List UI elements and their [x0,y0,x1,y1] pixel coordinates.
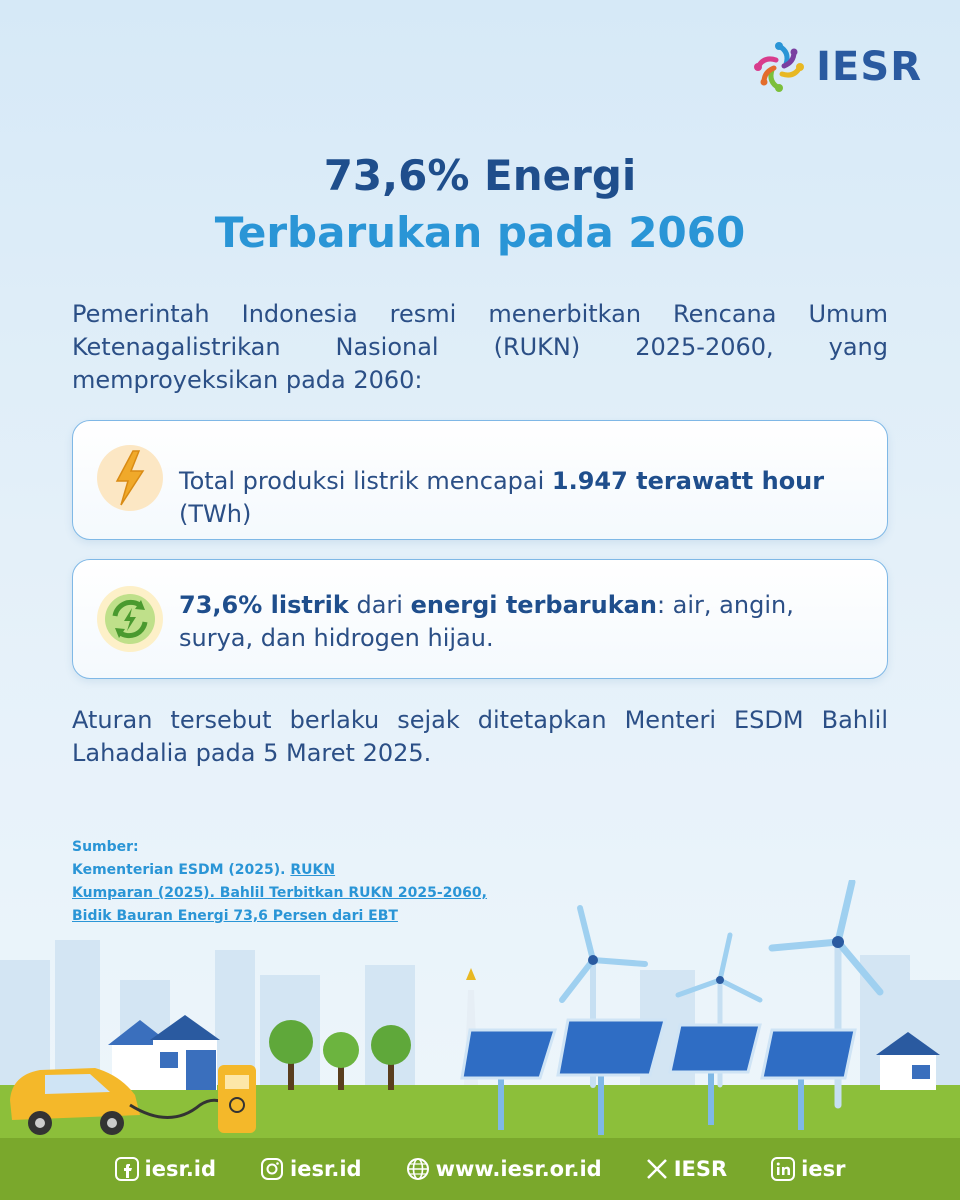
facebook-link[interactable]: iesr.id [114,1157,217,1181]
instagram-handle: iesr.id [290,1157,362,1181]
sources-label: Sumber: [72,839,139,855]
trees [269,1020,411,1090]
electric-car [10,1068,140,1135]
fact-production-unit: (TWh) [179,500,252,528]
social-footer: iesr.id iesr.id www.iesr.or.id IESR iesr [0,1138,960,1200]
facebook-icon [114,1157,139,1181]
linkedin-icon [771,1157,796,1181]
fact-renewable-mid: dari [348,591,411,619]
x-icon [646,1159,667,1179]
title-line-1: 73,6% Energi [323,151,637,200]
fact-renewable-share: 73,6% listrik [179,591,349,619]
linkedin-link[interactable]: iesr [771,1157,845,1181]
iesr-logo-icon [754,42,805,92]
fact-renewable-sources: : air, angin, surya, dan hidrogen hijau. [179,591,794,652]
instagram-icon [261,1158,284,1180]
charging-station [129,1065,256,1133]
globe-icon [406,1158,429,1180]
website-url: www.iesr.or.id [435,1157,602,1181]
sources-block: Sumber: Kementerian ESDM (2025). RUKN Ku… [72,836,487,928]
intro-paragraph: Pemerintah Indonesia resmi menerbitkan R… [72,300,888,394]
fact-text-production: Total produksi listrik mencapai 1.947 te… [179,465,867,531]
linkedin-handle: iesr [801,1157,846,1181]
source-2-link-a[interactable]: Kumparan (2025). Bahlil Terbitkan RUKN 2… [72,885,487,901]
fact-card-production: Total produksi listrik mencapai 1.947 te… [72,420,888,540]
title-line-2: Terbarukan pada 2060 [214,208,746,257]
source-1-text: Kementerian ESDM (2025). [72,862,291,878]
x-handle: IESR [673,1157,728,1181]
x-link[interactable]: IESR [646,1157,727,1181]
iesr-logo[interactable]: IESR [750,38,922,96]
page-title: 73,6% Energi Terbarukan pada 2060 [0,148,960,262]
fact-card-renewable: 73,6% listrik dari energi terbarukan: ai… [72,559,888,679]
renewable-cycle-icon [97,586,163,652]
source-item-1: Kementerian ESDM (2025). RUKN [72,859,487,882]
fact-renewable-label: energi terbarukan [410,591,657,619]
fact-production-pre: Total produksi listrik mencapai [179,467,552,495]
instagram-link[interactable]: iesr.id [260,1157,362,1181]
facebook-handle: iesr.id [144,1157,217,1181]
fact-text-renewable: 73,6% listrik dari energi terbarukan: ai… [179,589,867,655]
renewable-landscape-illustration [0,880,960,1140]
source-1-link[interactable]: RUKN [290,862,336,878]
lightning-icon [97,445,163,511]
brand-name: IESR [816,44,922,90]
fact-production-value: 1.947 terawatt hour [551,467,825,495]
regulation-note: Aturan tersebut berlaku sejak ditetapkan… [72,706,888,767]
source-2-link-b[interactable]: Bidik Bauran Energi 73,6 Persen dari EBT [72,908,398,924]
website-link[interactable]: www.iesr.or.id [406,1157,602,1181]
solar-panels [460,1018,857,1135]
house-right [876,1032,940,1090]
house-left [108,1015,220,1090]
